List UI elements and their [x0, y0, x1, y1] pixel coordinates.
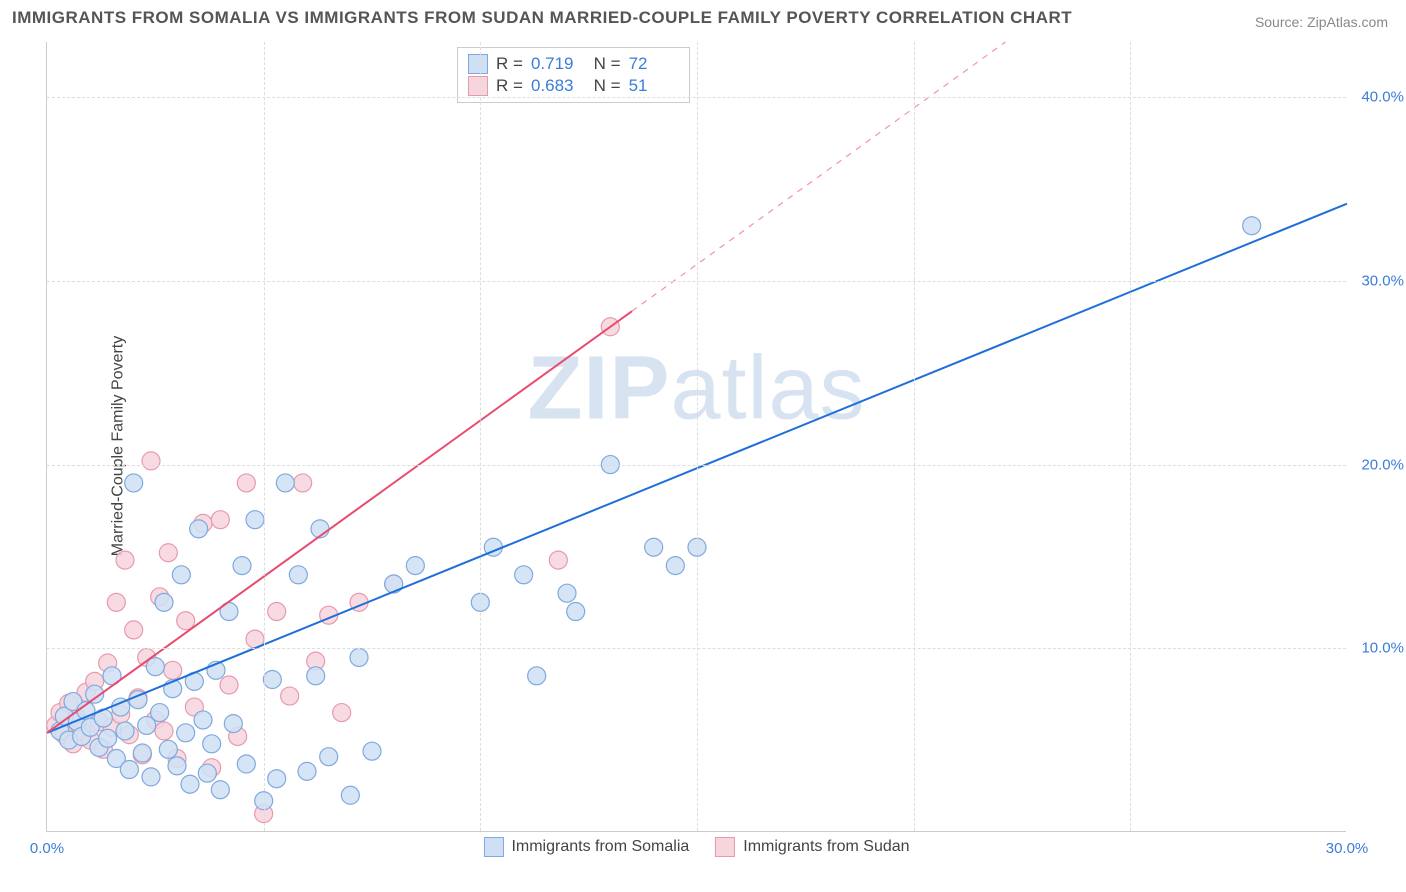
y-tick-label: 20.0%	[1361, 456, 1404, 473]
legend-item-somalia: Immigrants from Somalia	[483, 837, 689, 857]
x-tick-label: 0.0%	[30, 840, 64, 857]
chart-title: IMMIGRANTS FROM SOMALIA VS IMMIGRANTS FR…	[12, 8, 1072, 28]
source-label: Source: ZipAtlas.com	[1255, 14, 1388, 30]
plot-area: ZIPatlas R = 0.719 N = 72 R = 0.683 N = …	[46, 42, 1346, 832]
y-tick-label: 40.0%	[1361, 89, 1404, 106]
bottom-legend: Immigrants from Somalia Immigrants from …	[483, 837, 909, 857]
chart-container: IMMIGRANTS FROM SOMALIA VS IMMIGRANTS FR…	[0, 0, 1406, 892]
legend-swatch-somalia-icon	[483, 837, 503, 857]
swatch-sudan-icon	[468, 76, 488, 96]
swatch-somalia-icon	[468, 54, 488, 74]
legend-item-sudan: Immigrants from Sudan	[715, 837, 909, 857]
y-tick-label: 30.0%	[1361, 272, 1404, 289]
stats-row-1: R = 0.719 N = 72	[468, 54, 679, 74]
stats-box: R = 0.719 N = 72 R = 0.683 N = 51	[457, 47, 690, 103]
y-tick-label: 10.0%	[1361, 640, 1404, 657]
stats-row-2: R = 0.683 N = 51	[468, 76, 679, 96]
x-tick-label: 30.0%	[1326, 840, 1369, 857]
legend-swatch-sudan-icon	[715, 837, 735, 857]
